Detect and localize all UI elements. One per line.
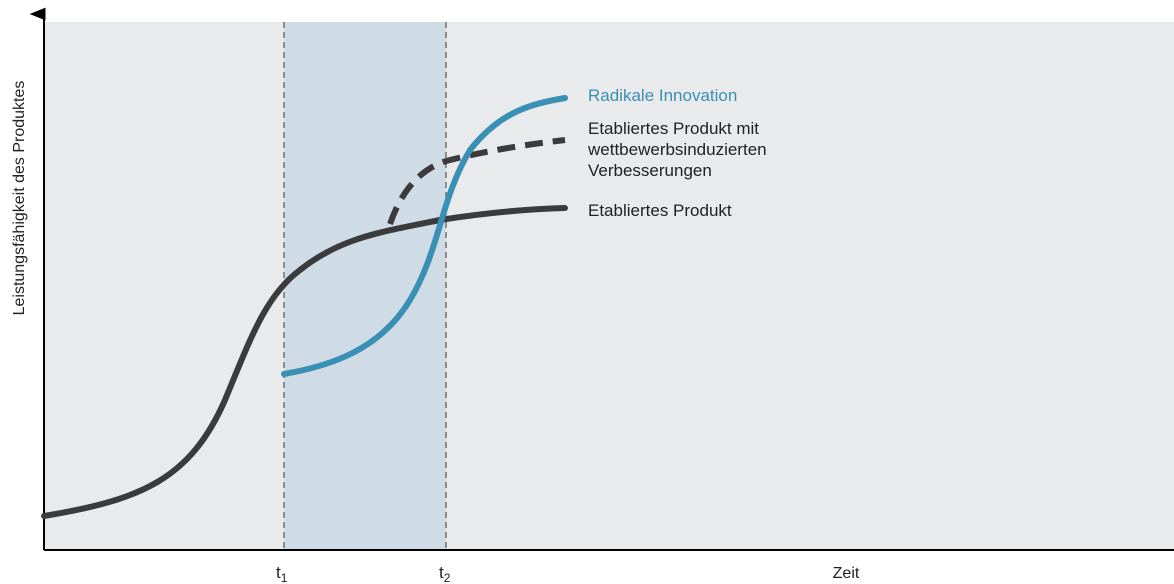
y-axis-label: Leistungsfähigkeit des Produktes [11,81,28,316]
tick-label-t1: t1 [276,563,288,584]
tick-t2-sub: 2 [444,571,451,584]
tick-label-t2: t2 [439,563,451,584]
tick-t1-sub: 1 [281,571,288,584]
radical-innovation-label: Radikale Innovation [588,86,737,105]
plot-background [44,22,1174,550]
improved-product-label-line-3: Verbesserungen [588,161,712,180]
highlight-band [284,22,446,550]
improved-product-label-line-2: wettbewerbsinduzierten [587,140,767,159]
x-axis-label: Zeit [833,565,860,582]
tick-t2-main: t [439,563,444,582]
established-product-label: Etabliertes Produkt [588,201,732,220]
established-product-curve [41,205,568,519]
improved-product-label-line-1: Etabliertes Produkt mit [588,119,759,138]
radical-innovation-curve [281,95,568,377]
tick-t1-main: t [276,563,281,582]
improved-product-curve [387,137,566,225]
